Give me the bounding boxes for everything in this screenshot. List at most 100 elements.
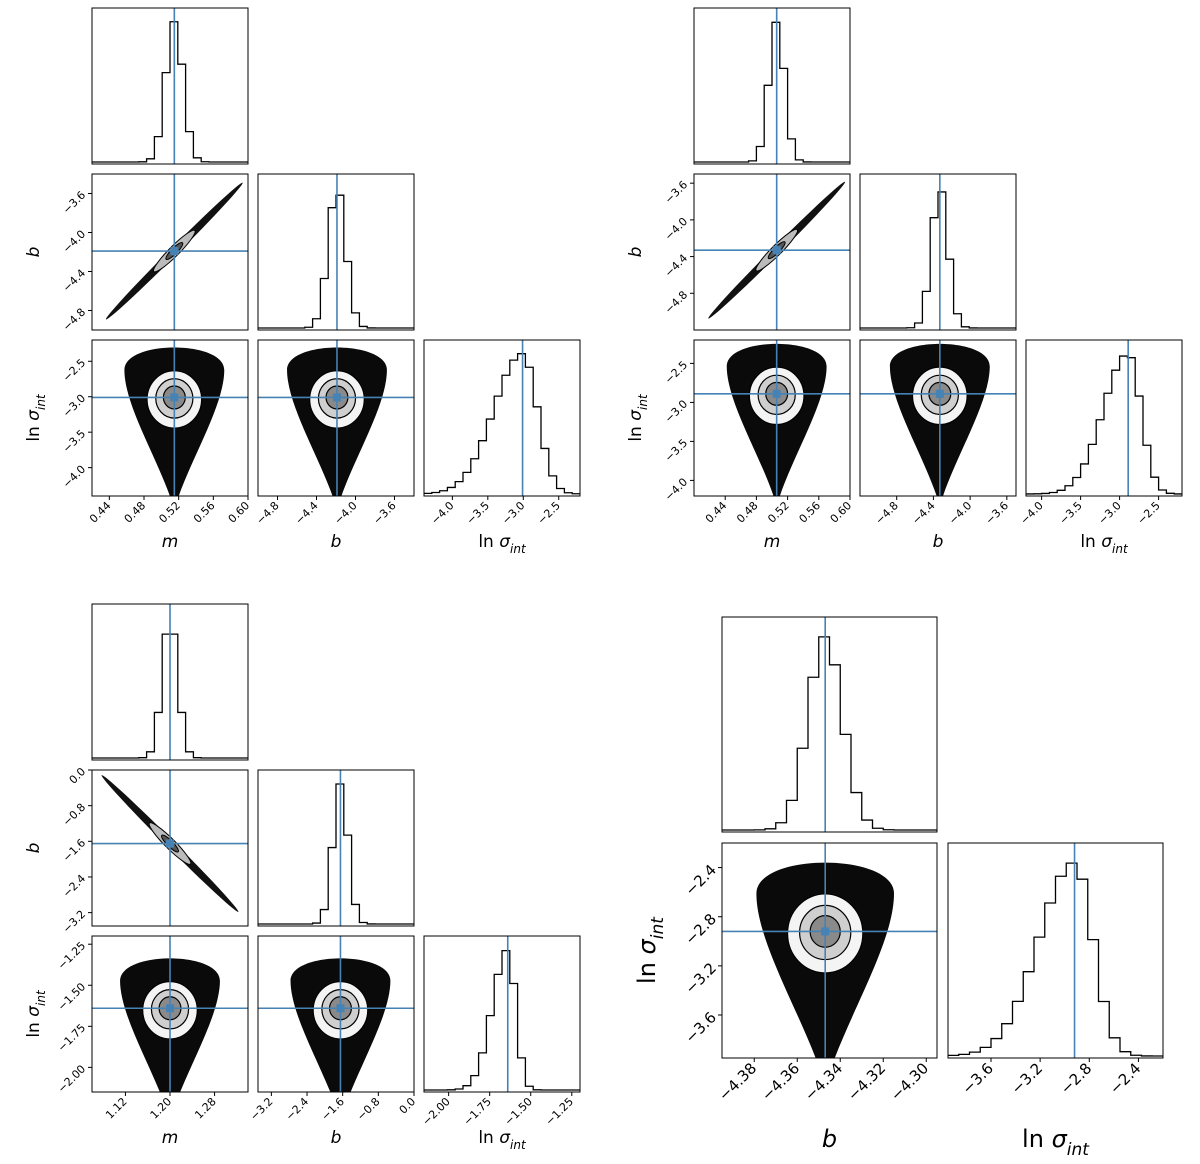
panel-b-b	[258, 174, 414, 330]
x-axis-label: ln σint	[478, 532, 527, 556]
y-tick-label: −4.4	[662, 252, 690, 280]
x-tick-label: −3.2	[1008, 1059, 1046, 1097]
x-tick-label: −4.4	[910, 499, 938, 527]
panel-ln-σ_int-ln-σ_int: −2.00 −1.75 −1.50 −1.25 ln σint	[420, 936, 580, 1152]
y-tick-label: −4.8	[662, 288, 690, 316]
x-axis-label: b	[331, 532, 342, 552]
histogram	[694, 22, 850, 162]
y-tick-label: −3.5	[60, 427, 88, 455]
histogram	[860, 192, 1016, 328]
x-axis-label: m	[162, 1128, 179, 1148]
y-tick-label: −2.5	[662, 358, 690, 386]
truth-marker	[773, 390, 781, 398]
corner-plot-2: −4.8−4.4−4.0−3.6b0.44 0.48 0.52 0.56 0.60m−4…	[626, 8, 1182, 556]
corner-plot-3: −3.2−2.4−1.6−0.80.0b1.12 1.20 1.28m−2.00−1…	[24, 604, 580, 1152]
y-tick-label: −3.0	[662, 397, 690, 425]
x-tick-label: −1.75	[461, 1095, 494, 1128]
histogram	[258, 195, 414, 328]
x-tick-label: −3.5	[1057, 499, 1085, 527]
y-tick-label: −3.0	[60, 392, 88, 420]
y-axis-label: b	[24, 843, 44, 854]
x-tick-label: −2.00	[420, 1095, 453, 1128]
x-tick-label: −1.25	[543, 1095, 576, 1128]
x-tick-label: 0.52	[156, 499, 183, 526]
x-tick-label: 0.48	[122, 499, 149, 526]
y-tick-label: −4.8	[60, 306, 88, 334]
x-tick-label: −4.8	[873, 499, 901, 527]
truth-marker	[170, 393, 178, 401]
panel-m-ln-σ_int: 0.44 0.48 0.52 0.56 0.60m−4.0−3.5−3.0−2.5ln …	[24, 340, 252, 552]
histogram	[1026, 356, 1182, 494]
x-tick-label: −4.38	[715, 1059, 760, 1104]
x-tick-label: −4.36	[758, 1059, 803, 1104]
x-tick-label: −3.6	[983, 499, 1011, 527]
y-tick-label: 0.0	[67, 765, 89, 787]
x-tick-label: −4.30	[887, 1059, 932, 1104]
x-tick-label: −4.0	[429, 499, 457, 527]
truth-marker	[170, 247, 178, 255]
panel-ln-σ_int-ln-σ_int: −3.6 −3.2 −2.8 −2.4ln σint	[948, 843, 1163, 1160]
y-tick-label: −1.25	[55, 939, 88, 972]
histogram	[92, 22, 248, 162]
y-tick-label: −3.6	[662, 178, 690, 206]
x-tick-label: −3.6	[371, 499, 399, 527]
x-tick-label: −4.4	[293, 499, 321, 527]
y-tick-label: −2.4	[682, 861, 720, 899]
x-axis-label: ln σint	[1080, 532, 1129, 556]
y-tick-label: −0.8	[60, 801, 88, 829]
x-tick-label: −4.34	[801, 1059, 846, 1104]
y-tick-label: −2.4	[60, 872, 88, 900]
x-tick-label: −3.6	[959, 1059, 997, 1097]
y-tick-label: −4.0	[60, 463, 88, 491]
panel-b-b	[860, 174, 1016, 330]
panel-ln-σ_int-ln-σ_int: −4.0 −3.5 −3.0 −2.5ln σint	[424, 340, 580, 556]
x-tick-label: 0.44	[703, 499, 730, 526]
x-tick-label: −1.6	[319, 1095, 347, 1123]
panel-m-m	[694, 8, 850, 164]
y-tick-label: −4.4	[60, 267, 88, 295]
x-axis-label: b	[331, 1128, 342, 1148]
truth-marker	[333, 393, 341, 401]
truth-marker	[821, 927, 829, 935]
panel-b-ln-σ_int: −3.2 −2.4 −1.6 −0.8 0.0 b	[248, 936, 419, 1148]
x-tick-label: −3.2	[248, 1095, 276, 1123]
x-tick-label: 0.60	[226, 499, 253, 526]
histogram	[424, 951, 580, 1090]
x-tick-label: −3.0	[1096, 499, 1124, 527]
y-tick-label: −1.6	[60, 836, 88, 864]
x-tick-label: 1.28	[192, 1095, 219, 1122]
x-tick-label: 0.48	[734, 499, 761, 526]
y-axis-label: ln σint	[24, 989, 48, 1038]
panel-m-ln-σ_int: 1.12 1.20 1.28m−2.00−1.75−1.50−1.25ln σint	[24, 936, 248, 1148]
x-tick-label: 0.0	[397, 1095, 419, 1117]
x-tick-label: −2.4	[283, 1095, 311, 1123]
x-tick-label: 0.52	[765, 499, 792, 526]
y-axis-label: ln σint	[633, 916, 668, 984]
x-tick-label: −1.50	[502, 1095, 535, 1128]
corner-plot-1: −4.8 −4.4 −4.0 −3.6 b 0.44 0.48 0.52 0.56 0.60 m −4…	[24, 8, 580, 556]
panel-b-ln-σ_int: −4.8 −4.4 −4.0 −3.6b	[254, 340, 414, 552]
x-tick-label: −3.0	[499, 499, 527, 527]
x-axis-label: m	[162, 532, 179, 552]
y-axis-label: ln σint	[24, 393, 48, 442]
y-tick-label: −2.5	[60, 356, 88, 384]
x-axis-label: ln σint	[478, 1128, 527, 1152]
y-tick-label: −3.5	[662, 436, 690, 464]
x-tick-label: −2.8	[1057, 1059, 1095, 1097]
y-tick-label: −3.6	[682, 1008, 720, 1046]
panel-b-b	[722, 617, 937, 832]
y-tick-label: −2.00	[55, 1062, 88, 1095]
y-tick-label: −4.0	[662, 215, 690, 243]
panel-b-ln-σ_int: −4.38−4.36−4.34−4.32−4.30b−3.6−3.2−2.8−2…	[633, 843, 937, 1153]
panel-m-b: −4.8−4.4−4.0−3.6b	[24, 174, 248, 334]
histogram	[258, 784, 414, 924]
y-tick-label: −1.50	[55, 980, 88, 1013]
panel-m-b: −3.2 −2.4 −1.6 −0.8 0.0 b	[24, 765, 248, 936]
y-tick-label: −3.2	[60, 908, 88, 936]
y-tick-label: −1.75	[55, 1021, 88, 1054]
x-tick-label: −4.0	[1018, 499, 1046, 527]
truth-marker	[773, 246, 781, 254]
x-tick-label: −4.0	[946, 499, 974, 527]
panel-m-b: −4.8−4.4−4.0−3.6b	[626, 174, 850, 330]
